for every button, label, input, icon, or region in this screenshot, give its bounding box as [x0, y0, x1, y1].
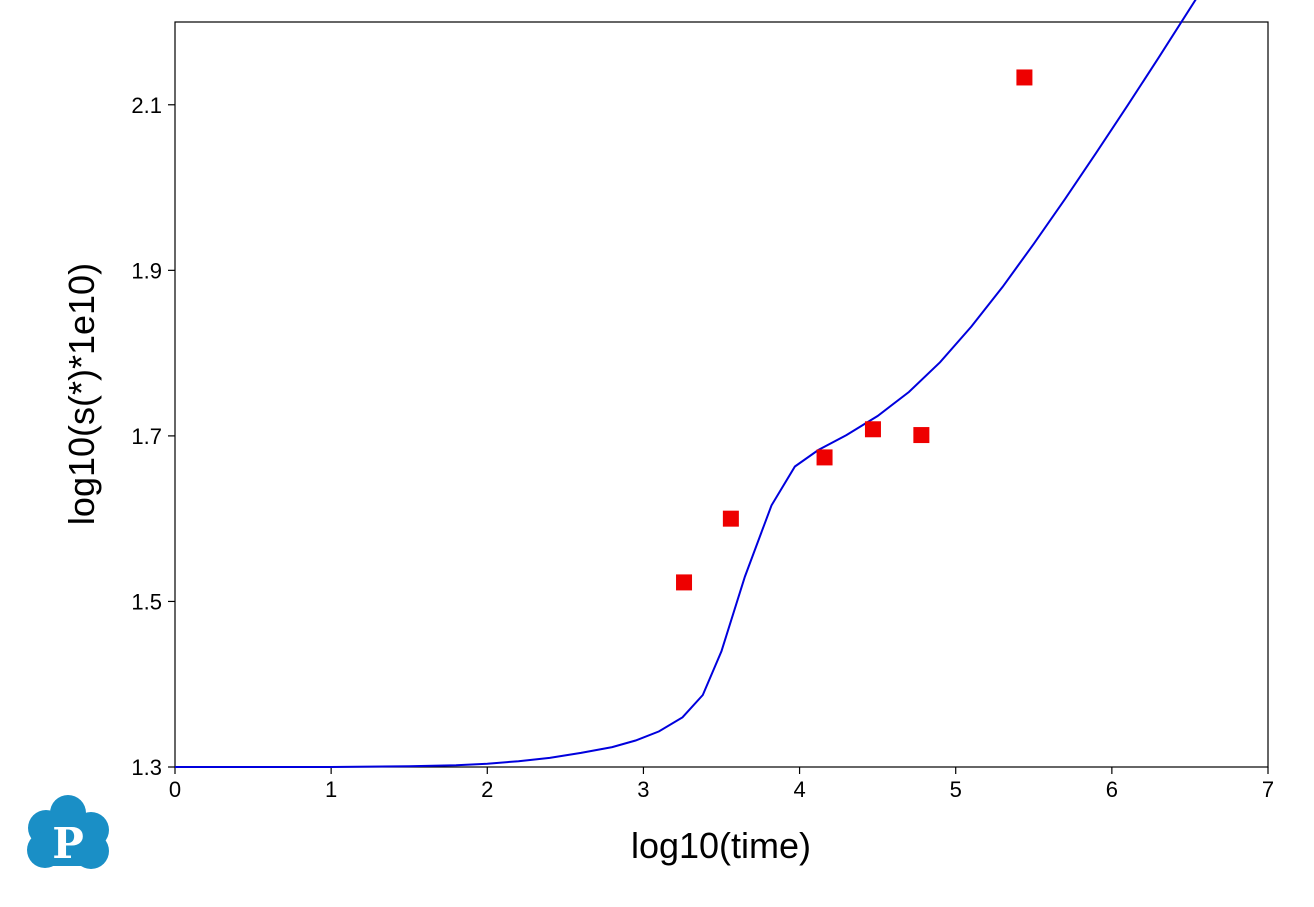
x-tick-label: 3 [637, 777, 649, 802]
y-tick-label: 1.9 [131, 258, 162, 283]
x-tick-label: 2 [481, 777, 493, 802]
x-tick-label: 0 [169, 777, 181, 802]
data-point [1016, 69, 1033, 86]
data-point [864, 421, 881, 438]
p-cloud-logo: P [27, 795, 109, 869]
x-tick-label: 6 [1106, 777, 1118, 802]
x-axis-title: log10(time) [631, 825, 811, 866]
y-axis: 1.3 1.5 1.7 1.9 2.1 [131, 93, 175, 780]
x-tick-label: 4 [793, 777, 805, 802]
y-tick-label: 1.3 [131, 755, 162, 780]
data-point [913, 427, 930, 444]
series-layer [175, 0, 1197, 768]
x-tick-label: 7 [1262, 777, 1274, 802]
y-tick-label: 1.7 [131, 424, 162, 449]
y-tick-label: 1.5 [131, 589, 162, 614]
data-point [722, 510, 739, 527]
y-tick-label: 2.1 [131, 93, 162, 118]
x-axis: 0 1 2 3 4 5 6 7 [169, 767, 1274, 802]
x-tick-label: 1 [325, 777, 337, 802]
svg-text:P: P [52, 819, 84, 868]
data-point [816, 449, 833, 466]
model-curve [175, 0, 1197, 768]
y-axis-title: log10(s(*)*1e10) [61, 263, 102, 525]
plot-frame [174, 21, 1269, 768]
data-point [676, 574, 693, 591]
x-tick-label: 5 [950, 777, 962, 802]
